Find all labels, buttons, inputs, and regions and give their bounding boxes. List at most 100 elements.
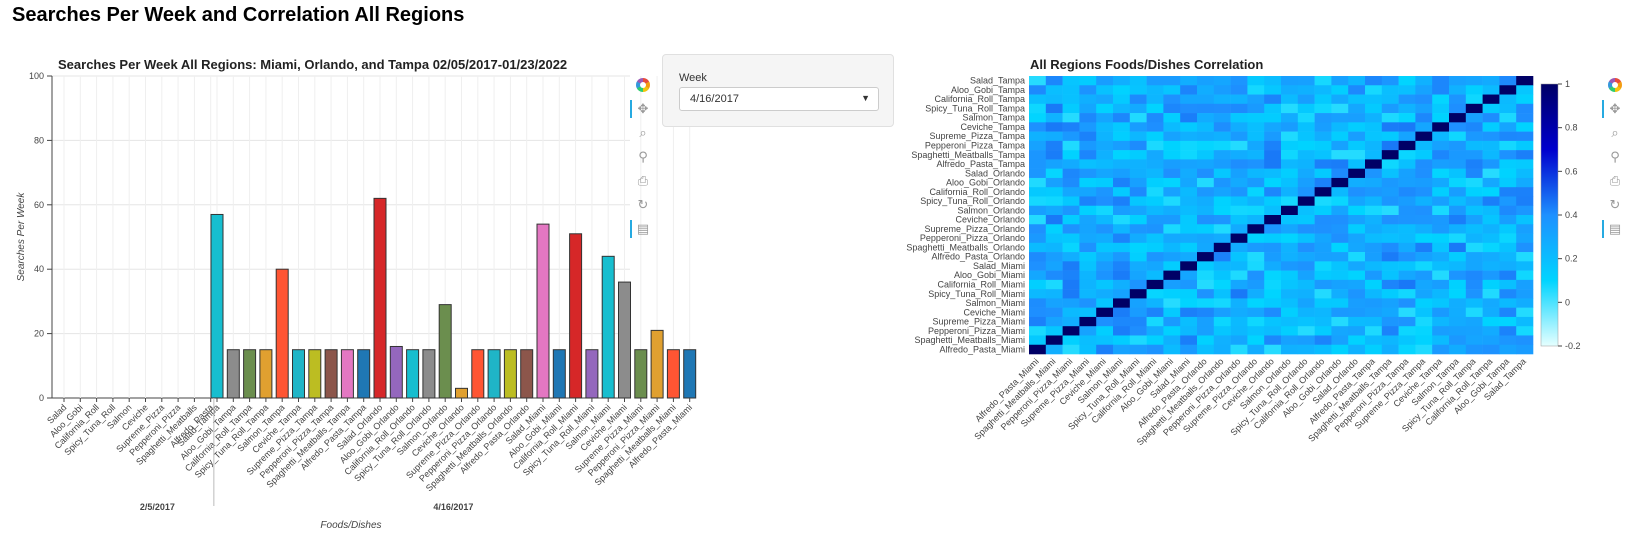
heatmap-cell — [1129, 270, 1147, 281]
heatmap-cell — [1381, 289, 1399, 299]
heatmap-cell — [1045, 298, 1063, 308]
heatmap-cell — [1197, 316, 1215, 327]
save-icon[interactable]: ⎙ — [637, 173, 649, 188]
box-zoom-icon[interactable]: ⌕ — [1611, 125, 1619, 140]
heatmap-cell — [1297, 279, 1315, 290]
heatmap-cell — [1247, 150, 1265, 160]
heatmap-cell — [1314, 196, 1332, 207]
heatmap-cell — [1482, 94, 1500, 105]
heatmap-cell — [1029, 76, 1047, 86]
heatmap-cell — [1281, 270, 1299, 281]
bokeh-logo-icon — [1606, 76, 1624, 94]
heatmap-cell — [1415, 122, 1433, 132]
heatmap-cell — [1180, 279, 1198, 290]
heatmap-cell — [1348, 177, 1366, 188]
heatmap-cell — [1432, 168, 1450, 179]
heatmap-cell — [1297, 242, 1315, 253]
heatmap-cell — [1247, 177, 1265, 188]
heatmap-cell — [1499, 205, 1517, 216]
heatmap-cell — [1314, 279, 1332, 290]
heatmap-cell — [1264, 289, 1282, 299]
heatmap-cell — [1113, 205, 1131, 216]
heatmap-cell — [1163, 150, 1181, 160]
hover-icon[interactable]: ▤ — [1602, 220, 1624, 238]
heatmap-cell — [1482, 261, 1500, 271]
heatmap-cell — [1348, 316, 1366, 327]
heatmap-cell — [1499, 94, 1517, 105]
heatmap-cell — [1264, 242, 1282, 253]
heatmap-cell — [1432, 122, 1450, 132]
y-tick-label: Salmon_Miami — [965, 298, 1025, 308]
heatmap-cell — [1516, 252, 1534, 262]
heatmap-cell — [1348, 233, 1366, 244]
heatmap-cell — [1146, 242, 1164, 253]
heatmap-cell — [1348, 196, 1366, 207]
heatmap-cell — [1516, 187, 1534, 197]
heatmap-cell — [1096, 344, 1114, 355]
heatmap-cell — [1079, 187, 1097, 197]
heatmap-cell — [1079, 76, 1097, 86]
heatmap-cell — [1331, 233, 1349, 244]
wheel-zoom-icon[interactable]: ⚲ — [638, 149, 648, 164]
save-icon[interactable]: ⎙ — [1609, 173, 1621, 188]
heatmap-cell — [1197, 335, 1215, 346]
heatmap-cell — [1163, 298, 1181, 308]
pan-icon[interactable]: ✥ — [630, 100, 652, 118]
heatmap-cell — [1381, 344, 1399, 355]
heatmap-cell — [1213, 113, 1231, 123]
reset-icon[interactable]: ↻ — [1609, 197, 1621, 212]
heatmap-cell — [1398, 233, 1416, 244]
heatmap-cell — [1314, 233, 1332, 244]
reset-icon[interactable]: ↻ — [637, 197, 649, 212]
heatmap-cell — [1499, 289, 1517, 299]
week-select[interactable]: 4/16/2017 ▼ — [679, 87, 879, 111]
heatmap-cell — [1096, 298, 1114, 308]
week-label: Week — [679, 72, 707, 84]
heatmap-cell — [1465, 316, 1483, 327]
heatmap-cell — [1146, 215, 1164, 225]
heatmap-cell — [1415, 233, 1433, 244]
heatmap-cell — [1465, 344, 1483, 355]
heatmap-cell — [1129, 289, 1147, 299]
hover-icon[interactable]: ▤ — [630, 220, 652, 238]
heatmap-cell — [1129, 159, 1147, 169]
heatmap-cell — [1432, 76, 1450, 86]
heatmap-cell — [1499, 298, 1517, 308]
heatmap-cell — [1113, 316, 1131, 327]
heatmap-cell — [1449, 76, 1467, 86]
heatmap-cell — [1482, 252, 1500, 262]
heatmap-cell — [1331, 177, 1349, 188]
heatmap-cell — [1432, 85, 1450, 95]
heatmap-cell — [1465, 279, 1483, 290]
heatmap-cell — [1499, 252, 1517, 262]
heatmap-cell — [1314, 326, 1332, 336]
y-tick-label: Spicy_Tuna_Roll_Tampa — [925, 103, 1025, 113]
heatmap-cell — [1482, 289, 1500, 299]
heatmap-cell — [1348, 298, 1366, 308]
heatmap-cell — [1180, 85, 1198, 95]
heatmap-cell — [1146, 196, 1164, 207]
heatmap-cell — [1079, 289, 1097, 299]
heatmap-cell — [1499, 335, 1517, 346]
box-zoom-icon[interactable]: ⌕ — [639, 125, 647, 140]
heatmap-cell — [1415, 76, 1433, 86]
pan-icon[interactable]: ✥ — [1602, 100, 1624, 118]
wheel-zoom-icon[interactable]: ⚲ — [1610, 149, 1620, 164]
heatmap-cell — [1197, 94, 1215, 105]
heatmap-cell — [1096, 242, 1114, 253]
heatmap-cell — [1197, 113, 1215, 123]
heatmap-cell — [1146, 270, 1164, 281]
heatmap-cell — [1281, 335, 1299, 346]
heatmap-cell — [1365, 335, 1383, 346]
heatmap-cell — [1146, 159, 1164, 169]
heatmap-cell — [1213, 94, 1231, 105]
heatmap-cell — [1499, 76, 1517, 86]
heatmap-cell — [1314, 307, 1332, 318]
heatmap-cell — [1381, 335, 1399, 346]
heatmap-cell — [1314, 205, 1332, 216]
heatmap-cell — [1381, 177, 1399, 188]
heatmap-cell — [1398, 168, 1416, 179]
heatmap-cell — [1415, 298, 1433, 308]
y-tick-label: California_Roll_Orlando — [929, 187, 1025, 197]
heatmap-cell — [1264, 307, 1282, 318]
